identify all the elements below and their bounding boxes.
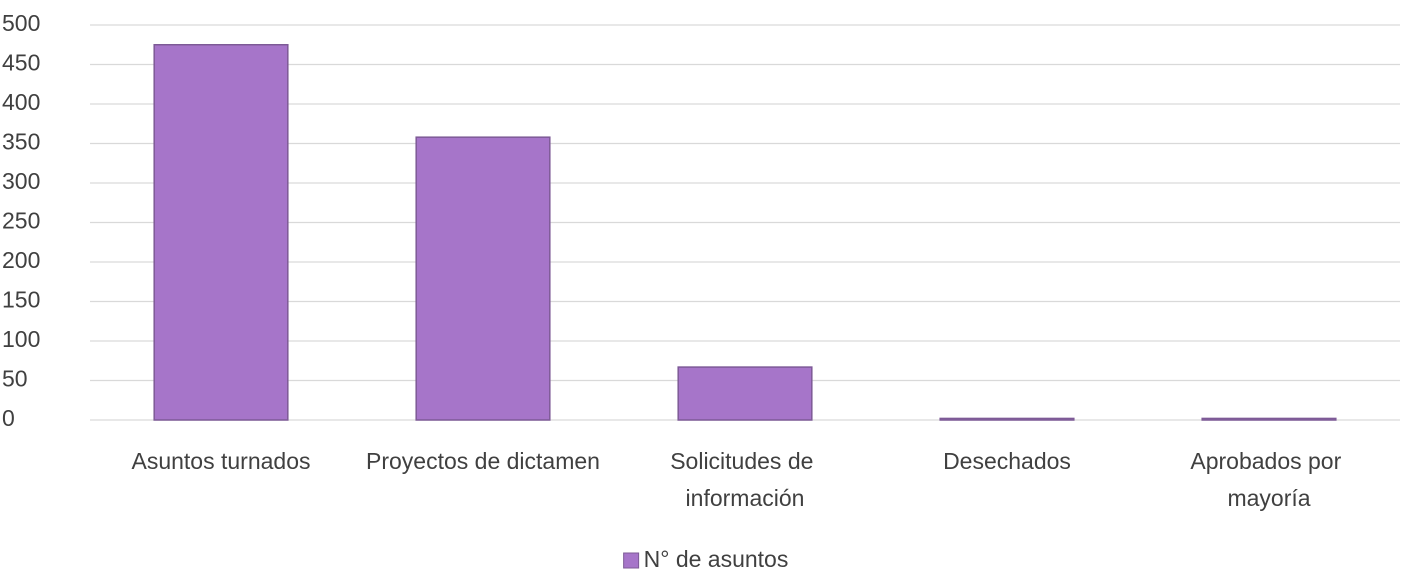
y-tick-label: 50 xyxy=(2,366,28,392)
y-tick-label: 300 xyxy=(2,168,40,194)
y-tick-label: 350 xyxy=(2,129,40,155)
bar xyxy=(153,44,289,421)
bar xyxy=(415,136,551,421)
bar xyxy=(939,417,1075,421)
y-tick-label: 100 xyxy=(2,326,40,352)
y-tick-label: 200 xyxy=(2,247,40,273)
x-tick-label: Aprobados por mayoría xyxy=(1190,448,1347,511)
y-tick-label: 150 xyxy=(2,287,40,313)
y-tick-label: 400 xyxy=(2,89,40,115)
y-tick-label: 500 xyxy=(2,10,40,36)
y-tick-label: 450 xyxy=(2,50,40,76)
bar xyxy=(677,366,813,421)
legend-swatch xyxy=(623,552,640,569)
y-tick-label: 250 xyxy=(2,208,40,234)
x-tick-label: Desechados xyxy=(943,448,1071,474)
y-tick-label: 0 xyxy=(2,405,15,431)
x-tick-label: Proyectos de dictamen xyxy=(366,448,600,474)
x-tick-label: Solicitudes de información xyxy=(670,448,820,511)
bar xyxy=(1201,417,1337,421)
x-tick-label: Asuntos turnados xyxy=(131,448,310,474)
legend-label: N° de asuntos xyxy=(644,546,789,572)
